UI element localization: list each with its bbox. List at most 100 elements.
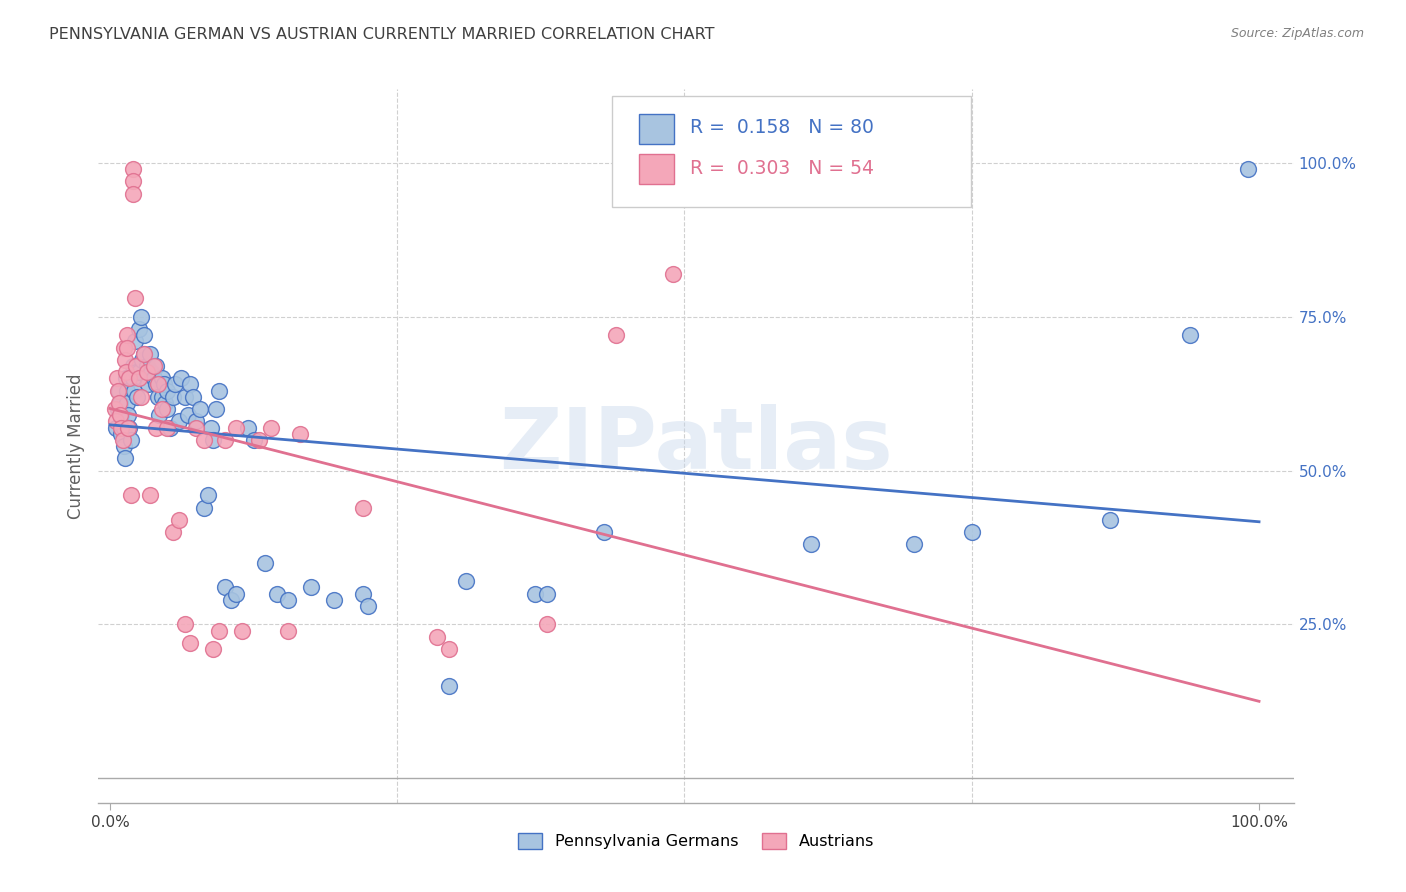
Point — [134, 328, 156, 343]
Point — [156, 384, 179, 398]
Point — [141, 365, 163, 379]
Point — [118, 371, 141, 385]
Point — [167, 414, 190, 428]
Point — [135, 359, 157, 373]
Point — [129, 390, 152, 404]
Point — [122, 371, 145, 385]
Point — [145, 377, 167, 392]
Point — [260, 420, 283, 434]
Point — [165, 377, 187, 392]
Point — [105, 371, 128, 385]
Point — [266, 587, 288, 601]
FancyBboxPatch shape — [613, 96, 972, 207]
Point — [136, 377, 159, 392]
Point — [115, 328, 138, 343]
Point — [193, 500, 215, 515]
Point — [120, 433, 142, 447]
Point — [1236, 162, 1258, 177]
Point — [208, 624, 231, 638]
Point — [129, 310, 152, 324]
Point — [426, 630, 449, 644]
Point — [110, 396, 132, 410]
Point — [150, 390, 173, 404]
Point — [299, 581, 322, 595]
Point — [134, 347, 156, 361]
Point — [605, 328, 627, 343]
Point — [214, 433, 236, 447]
Point — [104, 414, 127, 428]
Point — [156, 402, 179, 417]
Point — [202, 642, 225, 657]
Point — [145, 359, 167, 373]
Point — [115, 341, 138, 355]
Point — [124, 291, 146, 305]
Point — [1098, 513, 1121, 527]
Point — [110, 420, 132, 434]
Point — [122, 162, 145, 177]
Text: ZIPatlas: ZIPatlas — [499, 404, 893, 488]
Point — [112, 439, 135, 453]
Point — [536, 587, 558, 601]
Point — [122, 384, 145, 398]
Point — [193, 433, 215, 447]
FancyBboxPatch shape — [638, 154, 675, 184]
Legend: Pennsylvania Germans, Austrians: Pennsylvania Germans, Austrians — [512, 826, 880, 855]
Point — [214, 581, 236, 595]
Point — [153, 396, 176, 410]
Point — [115, 384, 138, 398]
Point — [145, 420, 167, 434]
Point — [437, 679, 460, 693]
Point — [122, 186, 145, 201]
Point — [1178, 328, 1201, 343]
Point — [179, 377, 201, 392]
Point — [148, 377, 170, 392]
Point — [288, 426, 311, 441]
Point — [208, 384, 231, 398]
Point — [148, 390, 170, 404]
Point — [236, 420, 259, 434]
Point — [225, 587, 247, 601]
Point — [125, 365, 148, 379]
Point — [153, 377, 176, 392]
Point — [110, 409, 132, 423]
FancyBboxPatch shape — [638, 114, 675, 145]
Point — [202, 433, 225, 447]
Point — [352, 587, 374, 601]
Point — [662, 267, 685, 281]
Point — [156, 420, 179, 434]
Point — [242, 433, 264, 447]
Point — [150, 402, 173, 417]
Point — [231, 624, 253, 638]
Point — [111, 433, 134, 447]
Point — [524, 587, 547, 601]
Point — [200, 420, 222, 434]
Point — [254, 556, 277, 570]
Point — [162, 390, 184, 404]
Point — [173, 617, 195, 632]
Point — [352, 500, 374, 515]
Point — [197, 488, 219, 502]
Point — [120, 488, 142, 502]
Point — [117, 420, 139, 434]
Point — [127, 390, 149, 404]
Point — [277, 624, 299, 638]
Point — [112, 341, 135, 355]
Text: PENNSYLVANIA GERMAN VS AUSTRIAN CURRENTLY MARRIED CORRELATION CHART: PENNSYLVANIA GERMAN VS AUSTRIAN CURRENTL… — [49, 27, 714, 42]
Point — [114, 352, 136, 367]
Point — [115, 365, 138, 379]
Point — [135, 365, 157, 379]
Point — [139, 347, 162, 361]
Point — [593, 525, 616, 540]
Text: Source: ZipAtlas.com: Source: ZipAtlas.com — [1230, 27, 1364, 40]
Text: R =  0.158   N = 80: R = 0.158 N = 80 — [690, 119, 875, 137]
Point — [124, 334, 146, 349]
Point — [204, 402, 226, 417]
Point — [142, 359, 165, 373]
Point — [456, 574, 478, 589]
Point — [107, 384, 129, 398]
Point — [128, 322, 150, 336]
Point — [903, 537, 925, 551]
Point — [170, 371, 193, 385]
Point — [125, 359, 148, 373]
Y-axis label: Currently Married: Currently Married — [66, 373, 84, 519]
